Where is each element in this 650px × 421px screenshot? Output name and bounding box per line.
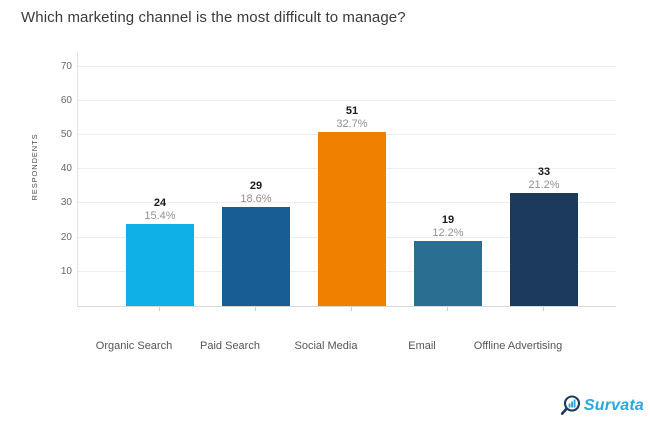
bar[interactable] [126,224,194,306]
x-axis-label: Email [408,340,436,352]
bar-percent-label: 18.6% [240,193,272,205]
gridline [78,99,616,101]
bar-value-label: 51 [345,105,359,117]
y-tick-label: 60 [60,94,72,106]
x-axis-label: Paid Search [200,340,260,352]
y-tick-label: 70 [60,60,72,72]
y-tick-label: 20 [60,231,72,243]
bar[interactable] [510,193,578,306]
bar-percent-label: 21.2% [528,179,560,191]
bar-percent-label: 32.7% [336,118,368,130]
x-axis-tick [159,307,160,311]
bar-percent-label: 15.4% [144,210,176,222]
gridline [78,65,616,67]
y-tick-label: 50 [60,129,72,140]
survata-logo-text: Survata [583,397,644,414]
x-axis-tick [255,307,256,311]
bar-value-label: 19 [441,214,455,226]
y-axis-title: RESPONDENTS [30,133,39,201]
magnifier-bar-chart-icon [560,395,580,415]
y-tick-label: 10 [60,265,72,277]
bar-value-label: 24 [153,197,167,209]
x-axis-label: Organic Search [95,340,173,352]
y-tick-label: 30 [60,197,72,209]
x-axis-tick [351,307,352,311]
bar[interactable] [318,132,386,306]
chart-title: Which marketing channel is the most diff… [21,9,406,26]
plot-area: 24 15.4% 29 18.6% 51 32.7% 19 12.2% 33 21.2% [77,52,616,307]
x-axis-tick [543,307,544,311]
bar[interactable] [222,207,290,306]
x-axis-tick [447,307,448,311]
bar-value-label: 29 [249,180,263,192]
bar-value-label: 33 [537,166,551,178]
bar[interactable] [414,241,482,306]
survata-logo: Survata [559,394,644,418]
x-axis-label: Social Media [294,340,358,352]
bar-percent-label: 12.2% [432,227,464,239]
y-tick-label: 40 [60,163,72,175]
x-axis-label: Offline Advertising [473,340,563,352]
